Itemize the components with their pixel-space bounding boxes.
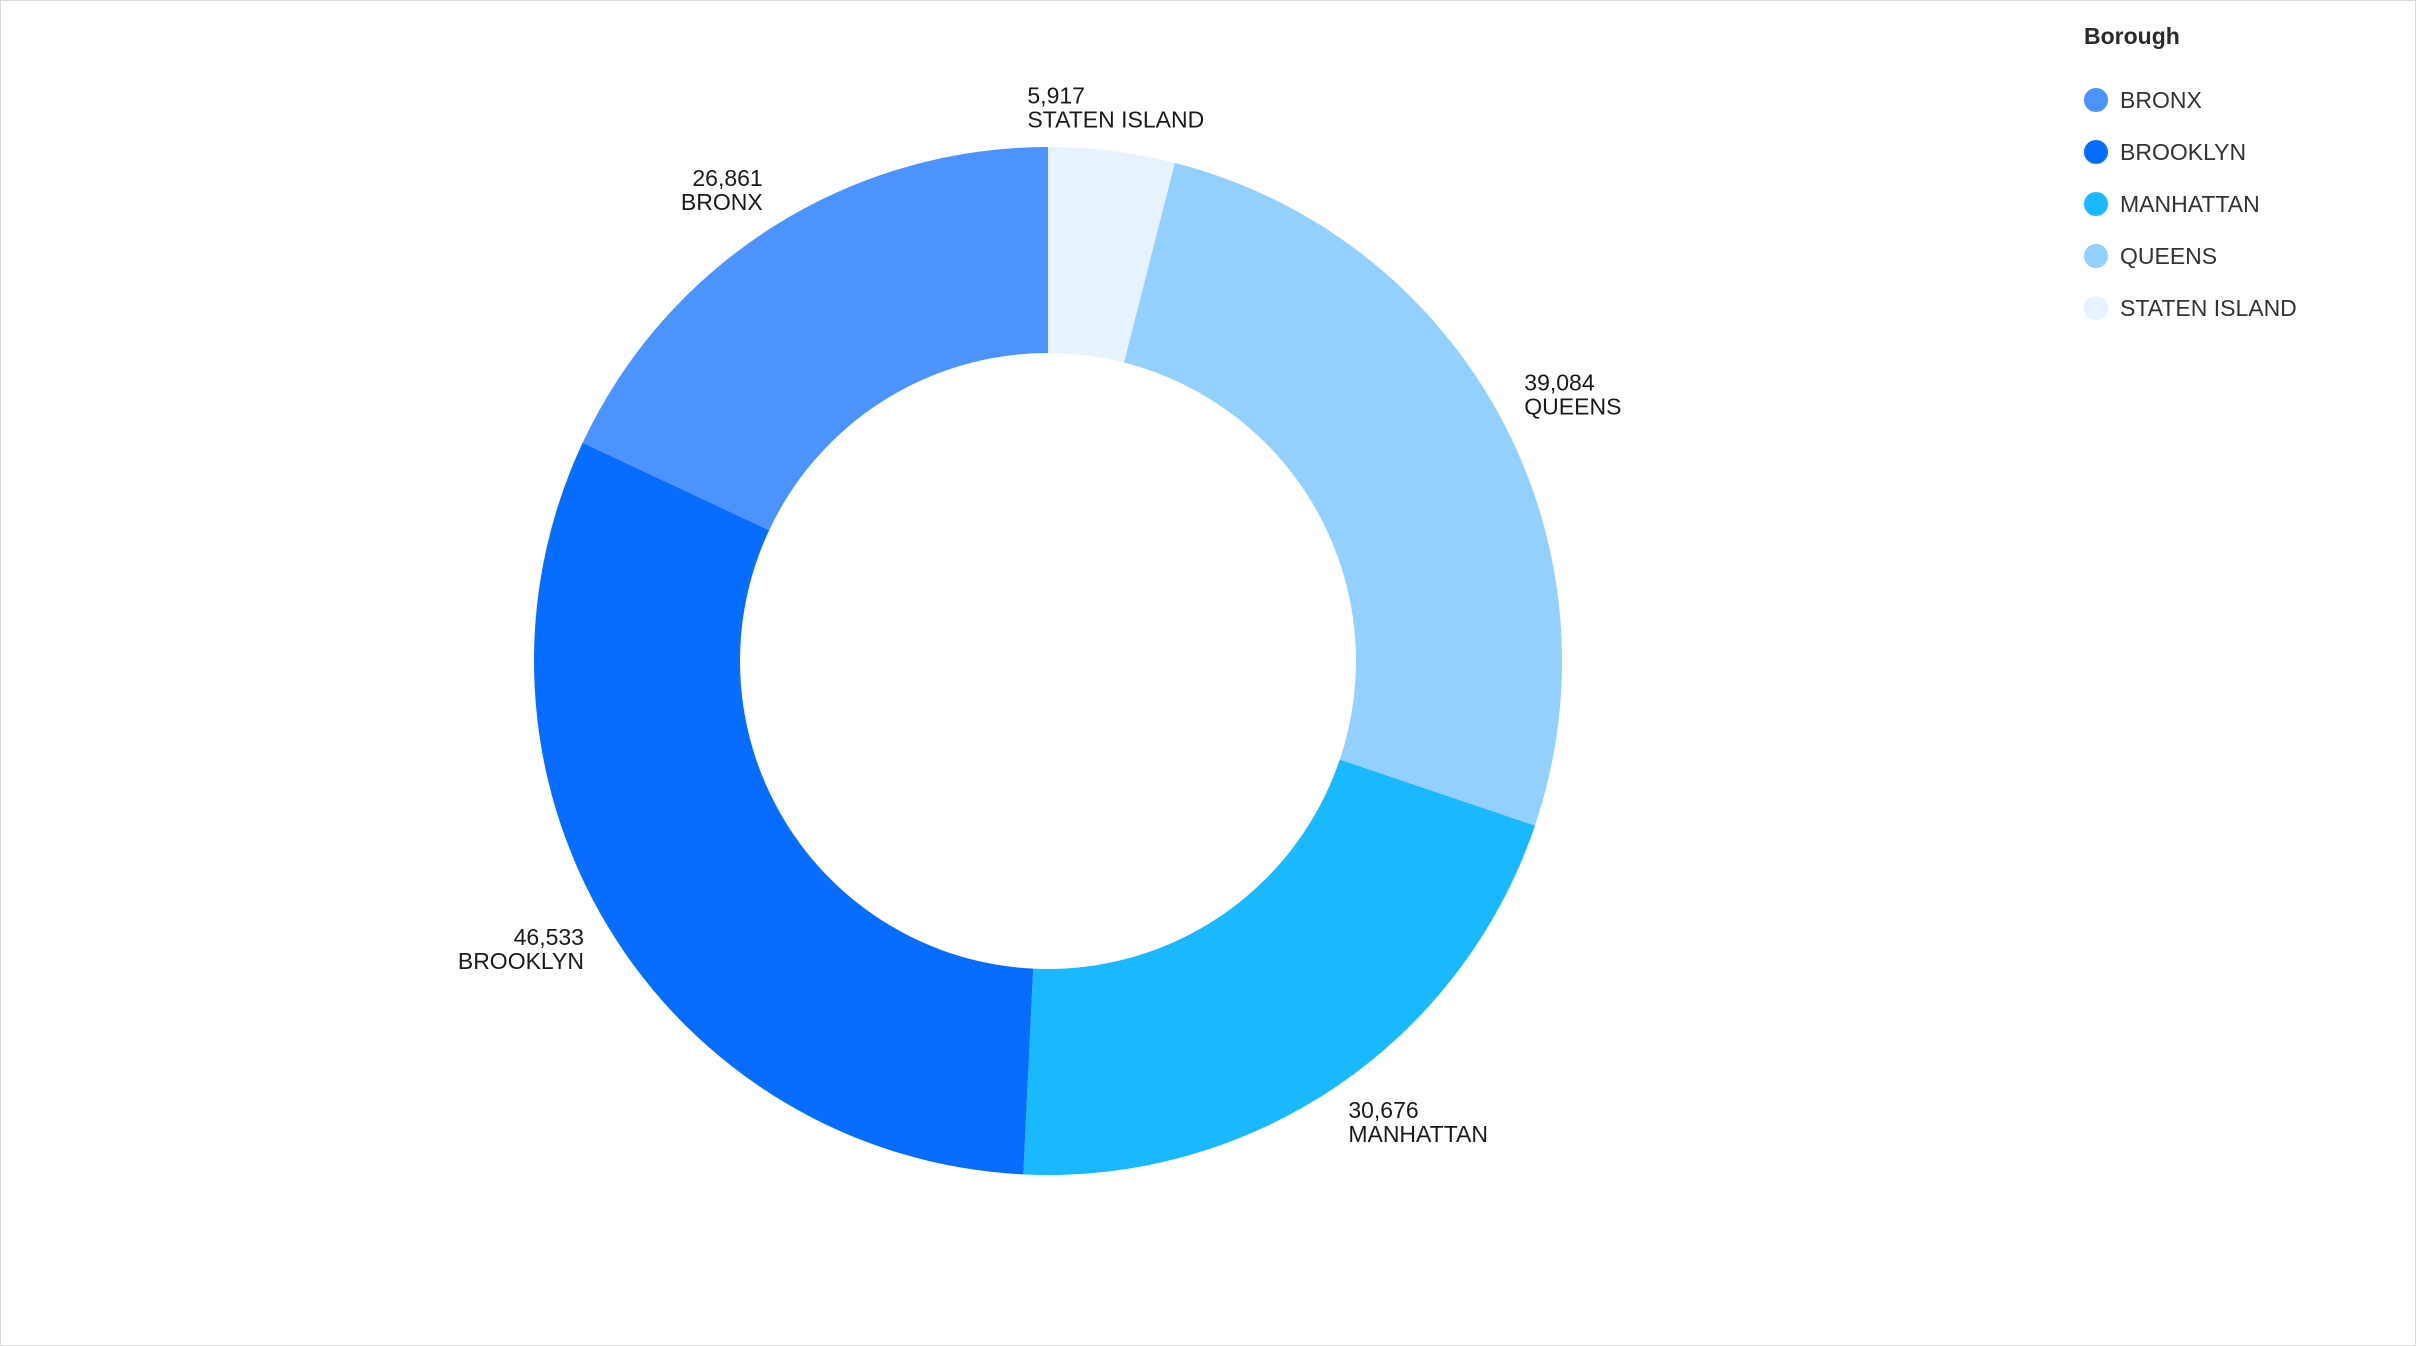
slices-layer	[534, 146, 1563, 1175]
legend: Borough BRONX BROOKLYN MANHATTAN QUEENS STAT…	[2084, 21, 2404, 334]
data-label-value-bronx: 26,861	[692, 165, 762, 191]
legend-swatch-icon	[2084, 296, 2108, 320]
data-label-value-queens: 39,084	[1524, 370, 1595, 396]
legend-label: BROOKLYN	[2120, 138, 2247, 165]
legend-swatch-icon	[2084, 88, 2108, 112]
legend-item-queens[interactable]: QUEENS	[2084, 230, 2404, 282]
data-label-name-queens: QUEENS	[1524, 394, 1621, 420]
slice-queens[interactable]	[1124, 162, 1563, 826]
legend-label: MANHATTAN	[2120, 190, 2260, 217]
data-label-name-staten-island: STATEN ISLAND	[1027, 106, 1204, 132]
legend-label: STATEN ISLAND	[2120, 294, 2297, 321]
slice-bronx[interactable]	[582, 146, 1048, 531]
legend-item-brooklyn[interactable]: BROOKLYN	[2084, 126, 2404, 178]
data-label-name-manhattan: MANHATTAN	[1348, 1121, 1488, 1147]
legend-item-staten-island[interactable]: STATEN ISLAND	[2084, 282, 2404, 334]
legend-title: Borough	[2084, 23, 2180, 49]
legend-item-manhattan[interactable]: MANHATTAN	[2084, 178, 2404, 230]
data-label-value-brooklyn: 46,533	[514, 924, 584, 950]
slice-brooklyn[interactable]	[534, 442, 1034, 1175]
slice-staten-island[interactable]	[1048, 147, 1175, 363]
legend-label: BRONX	[2120, 86, 2202, 113]
data-label-name-brooklyn: BROOKLYN	[458, 948, 584, 974]
data-label-value-staten-island: 5,917	[1027, 82, 1085, 108]
legend-swatch-icon	[2084, 140, 2108, 164]
legend-swatch-icon	[2084, 192, 2108, 216]
data-label-value-manhattan: 30,676	[1348, 1097, 1418, 1123]
legend-swatch-icon	[2084, 244, 2108, 268]
legend-label: QUEENS	[2120, 242, 2218, 269]
data-label-name-bronx: BRONX	[681, 189, 763, 215]
slice-manhattan[interactable]	[1023, 759, 1535, 1175]
legend-items: BRONX BROOKLYN MANHATTAN QUEENS STATEN ISLAN…	[2084, 74, 2404, 334]
legend-item-bronx[interactable]: BRONX	[2084, 74, 2404, 126]
